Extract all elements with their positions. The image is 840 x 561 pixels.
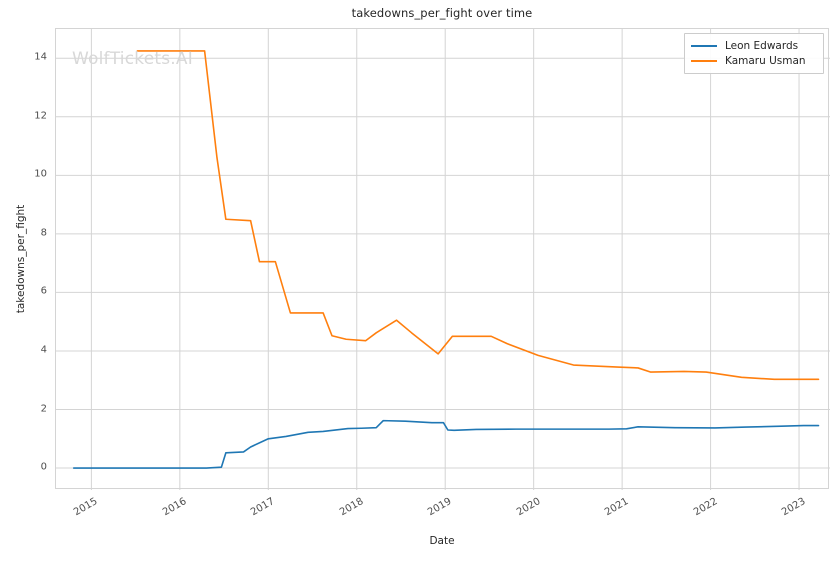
x-tick-label: 2020: [514, 496, 543, 519]
legend-label: Leon Edwards: [725, 39, 799, 52]
series-line: [136, 50, 820, 381]
legend-label: Kamaru Usman: [725, 54, 806, 67]
legend-color-swatch: [691, 59, 717, 62]
plot-area: WolfTickets.AI takedowns_per_fight: [15, 28, 830, 490]
x-tick-label: 2021: [603, 496, 631, 519]
x-tick-label: 2019: [426, 496, 454, 519]
chart-legend: Leon Edwards Kamaru Usman: [684, 33, 824, 74]
x-tick-label: 2015: [72, 496, 100, 519]
plot-canvas: [56, 29, 830, 490]
y-tick-label: 12: [34, 110, 47, 122]
series-lines: [72, 50, 820, 469]
x-tick-label: 2018: [337, 496, 366, 519]
y-axis-label: takedowns_per_fight: [15, 204, 27, 314]
legend-item[interactable]: Kamaru Usman: [691, 53, 817, 68]
grid-lines: [56, 29, 830, 490]
x-axis-label: Date: [429, 535, 455, 547]
x-tick-label: 2022: [691, 496, 720, 519]
y-tick-label: 4: [40, 344, 47, 356]
legend-color-swatch: [691, 44, 717, 47]
series-line: [72, 419, 820, 469]
x-tick-label: 2017: [249, 496, 277, 519]
y-tick-label: 0: [40, 461, 47, 473]
y-tick-label: 14: [34, 51, 47, 63]
x-tick-label: 2016: [160, 496, 189, 519]
chart-title: takedowns_per_fight over time: [351, 6, 533, 20]
legend-item[interactable]: Leon Edwards: [691, 38, 817, 53]
y-tick-label: 2: [40, 403, 47, 414]
y-tick-label: 10: [34, 168, 47, 180]
x-tick-label: 2023: [779, 496, 808, 519]
